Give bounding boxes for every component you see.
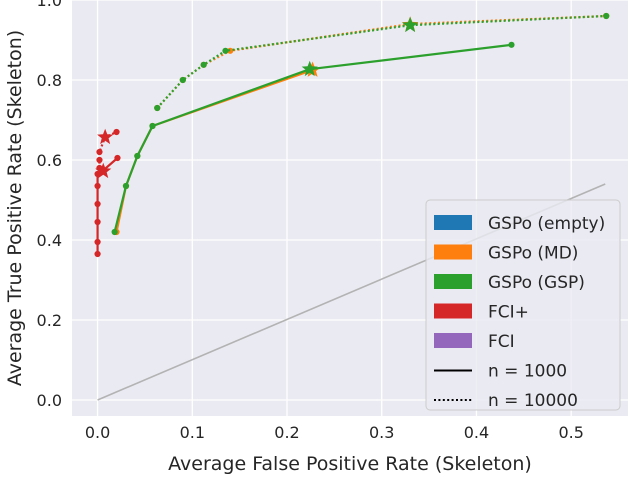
data-point-fci-n10000	[96, 148, 103, 156]
data-point-fci-n1000	[114, 154, 121, 162]
data-point-fci-n1000	[94, 238, 101, 246]
legend-label-n-1000: n = 1000	[488, 362, 567, 382]
legend-label-fci: FCI+	[488, 303, 529, 323]
data-point-gspo-gsp-n10000	[222, 47, 229, 54]
y-tick-label: 0.6	[37, 151, 62, 170]
series-gspo-gsp-n10000	[154, 12, 610, 112]
series-fci-n1000	[94, 154, 121, 258]
legend-label-gspo-gsp: GSPo (GSP)	[488, 273, 585, 293]
y-tick-label: 0.4	[37, 231, 62, 250]
data-point-gspo-gsp-n10000	[603, 12, 610, 20]
y-tick-label: 0.8	[37, 71, 62, 90]
legend-frame	[425, 199, 621, 411]
data-point-gspo-gsp-n1000	[149, 122, 156, 130]
series	[94, 12, 610, 258]
legend-label-n-10000: n = 10000	[488, 391, 578, 411]
star-marker-fci-n10000	[97, 128, 114, 145]
data-point-fci-n10000	[113, 128, 120, 136]
data-point-fci-n1000	[94, 250, 101, 258]
grid	[72, 0, 628, 416]
x-tick-label: 0.4	[464, 423, 489, 442]
data-point-gspo-gsp-n10000	[179, 76, 186, 84]
legend-label-gspo-empty: GSPo (empty)	[488, 214, 605, 234]
data-point-fci-n1000	[94, 182, 101, 190]
x-axis-label: Average False Positive Rate (Skeleton)	[168, 453, 532, 475]
y-tick-label: 0.0	[37, 391, 62, 410]
data-point-fci-n10000	[96, 156, 103, 164]
x-tick-label: 0.3	[369, 423, 394, 442]
data-point-fci-n10000	[96, 164, 103, 172]
legend: GSPo (empty) GSPo (MD) GSPo (GSP) FCI+ FCI n …	[425, 199, 621, 411]
x-tick-label: 0.0	[85, 423, 110, 442]
data-point-fci-n1000	[94, 218, 101, 226]
data-point-gspo-gsp-n1000	[111, 228, 118, 236]
legend-swatch-gspo-md	[434, 244, 472, 260]
legend-swatch-gspo-empty	[434, 215, 472, 230]
star-marker-gspo-gsp-n1000	[301, 60, 318, 77]
x-tick-label: 0.1	[180, 423, 205, 442]
y-tick-label: 0.2	[37, 311, 62, 330]
star-marker-fci-n1000	[95, 162, 112, 179]
legend-label-gspo-md: GSPo (MD)	[488, 244, 578, 264]
legend-label-fci: FCI	[488, 332, 515, 352]
legend-swatch-fci	[434, 303, 472, 319]
tick-labels: 0.0 0.1 0.2 0.3 0.4 0.5 0.0 0.2 0.4 0.6 0.8 1.0	[37, 0, 584, 442]
legend-swatch-gspo-gsp	[434, 274, 472, 289]
series-gspo-gsp-n1000	[111, 41, 515, 236]
y-tick-label: 1.0	[37, 0, 62, 10]
y-axis-label: Average True Positive Rate (Skeleton)	[4, 30, 26, 386]
series-line-gspo-gsp-n10000	[156, 14, 607, 109]
series-line-gspo-gsp-n1000	[113, 43, 512, 233]
data-point-fci-n1000	[94, 200, 101, 208]
x-tick-label: 0.5	[558, 423, 583, 442]
data-point-gspo-gsp-n10000	[154, 104, 161, 112]
x-tick-label: 0.2	[274, 423, 299, 442]
data-point-gspo-gsp-n1000	[122, 182, 130, 190]
data-point-gspo-gsp-n1000	[508, 41, 515, 48]
series-fci-n10000	[96, 128, 120, 172]
data-point-gspo-gsp-n10000	[200, 61, 207, 68]
legend-swatch-fci	[434, 333, 472, 348]
star-marker-gspo-gsp-n10000	[402, 16, 419, 33]
data-point-gspo-gsp-n1000	[134, 152, 141, 160]
